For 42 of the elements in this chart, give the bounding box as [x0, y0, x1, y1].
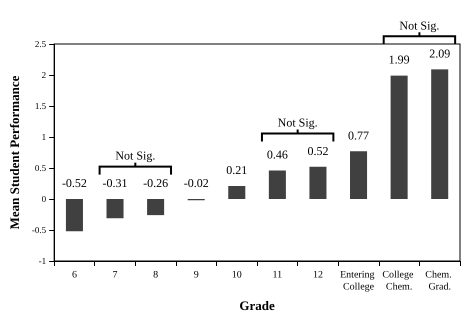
data-label: 0.52 [307, 144, 328, 158]
data-label: 0.21 [226, 162, 248, 177]
bar [431, 69, 448, 199]
data-label: -0.52 [62, 176, 87, 190]
data-label: 0.46 [266, 147, 288, 162]
data-label: -0.26 [143, 176, 168, 190]
data-label: 2.09 [429, 46, 450, 60]
y-tick-label: 2.5 [34, 39, 47, 49]
annotation: Not Sig. [115, 148, 156, 163]
annotation: Not Sig. [278, 116, 318, 130]
x-tick-label: 11 [272, 270, 282, 280]
x-tick-label: College Chem. [382, 270, 416, 292]
bar [66, 199, 83, 232]
bar [228, 186, 246, 199]
y-tick-label: 0 [42, 194, 47, 204]
bar [106, 199, 124, 218]
data-label: 0.77 [348, 128, 370, 142]
x-tick-label: 10 [232, 270, 242, 280]
data-label: -0.31 [102, 176, 128, 190]
bar [390, 76, 408, 199]
x-tick-label: 9 [194, 270, 199, 280]
x-axis-title: Grade [239, 298, 275, 313]
x-tick-label: 6 [72, 270, 77, 280]
bar [350, 151, 368, 199]
x-tick-label: Entering College [340, 270, 378, 292]
bar [309, 166, 326, 199]
x-tick-label: Chem. Grad. [425, 270, 454, 292]
data-label: 1.99 [388, 52, 410, 67]
y-tick-label: -0.5 [32, 225, 47, 235]
x-tick-label: 7 [112, 270, 118, 280]
y-tick-label: 1 [42, 132, 46, 142]
bar [268, 170, 286, 199]
y-tick-label: 2 [42, 70, 46, 80]
y-axis-title: Mean Student Performance [7, 75, 22, 230]
bar [147, 199, 164, 216]
y-tick-label: 1.5 [34, 101, 47, 111]
y-tick-label: 0.5 [34, 163, 47, 173]
data-label: -0.02 [184, 176, 209, 190]
text: Not Sig. [399, 18, 440, 32]
x-tick-label: 8 [153, 270, 158, 280]
x-tick-label: 12 [312, 270, 323, 280]
y-tick-label: -1 [38, 256, 46, 266]
